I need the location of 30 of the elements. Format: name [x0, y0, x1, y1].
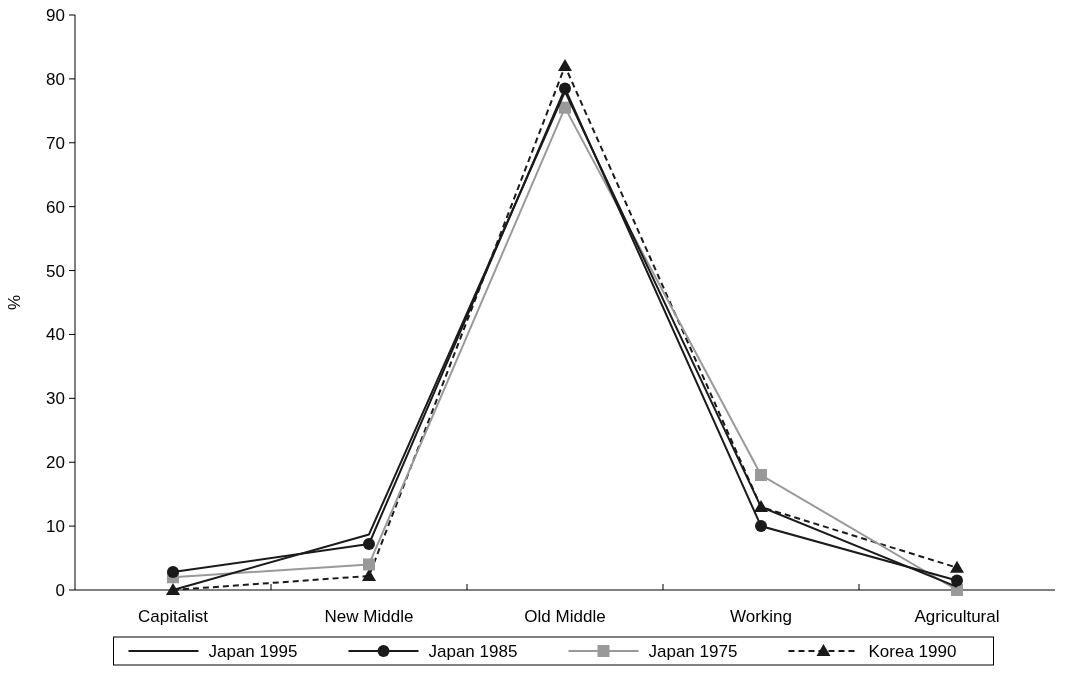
- legend-label: Japan 1975: [648, 641, 738, 661]
- y-tick-label: 10: [46, 517, 65, 537]
- y-tick-label: 70: [46, 133, 65, 153]
- point: [950, 560, 964, 573]
- point: [362, 568, 376, 581]
- point: [755, 469, 767, 481]
- y-tick-label: 20: [46, 453, 65, 473]
- legend-label: Japan 1985: [428, 641, 518, 661]
- y-axis-title: %: [5, 294, 24, 311]
- legend-label: Japan 1995: [208, 641, 298, 661]
- point: [755, 520, 767, 533]
- y-tick-label: 0: [55, 580, 65, 600]
- legend-label: Korea 1990: [868, 641, 957, 661]
- y-tick-label: 50: [46, 261, 65, 281]
- x-tick-label: New Middle: [324, 607, 414, 626]
- y-tick-label: 30: [46, 389, 65, 409]
- y-tick-label: 40: [46, 325, 65, 345]
- y-tick-label: 60: [46, 197, 65, 217]
- x-tick-label: Capitalist: [138, 607, 209, 626]
- x-tick-label: Working: [729, 607, 793, 626]
- x-tick-label: Old Middle: [524, 607, 606, 626]
- y-tick-label: 80: [46, 69, 65, 89]
- point: [167, 566, 179, 579]
- point: [363, 538, 375, 550]
- x-tick-label: Agricultural: [914, 607, 1000, 626]
- y-tick-label: 90: [46, 5, 65, 25]
- point: [951, 574, 963, 587]
- point: [363, 558, 375, 571]
- point: [558, 59, 572, 72]
- point: [559, 101, 571, 114]
